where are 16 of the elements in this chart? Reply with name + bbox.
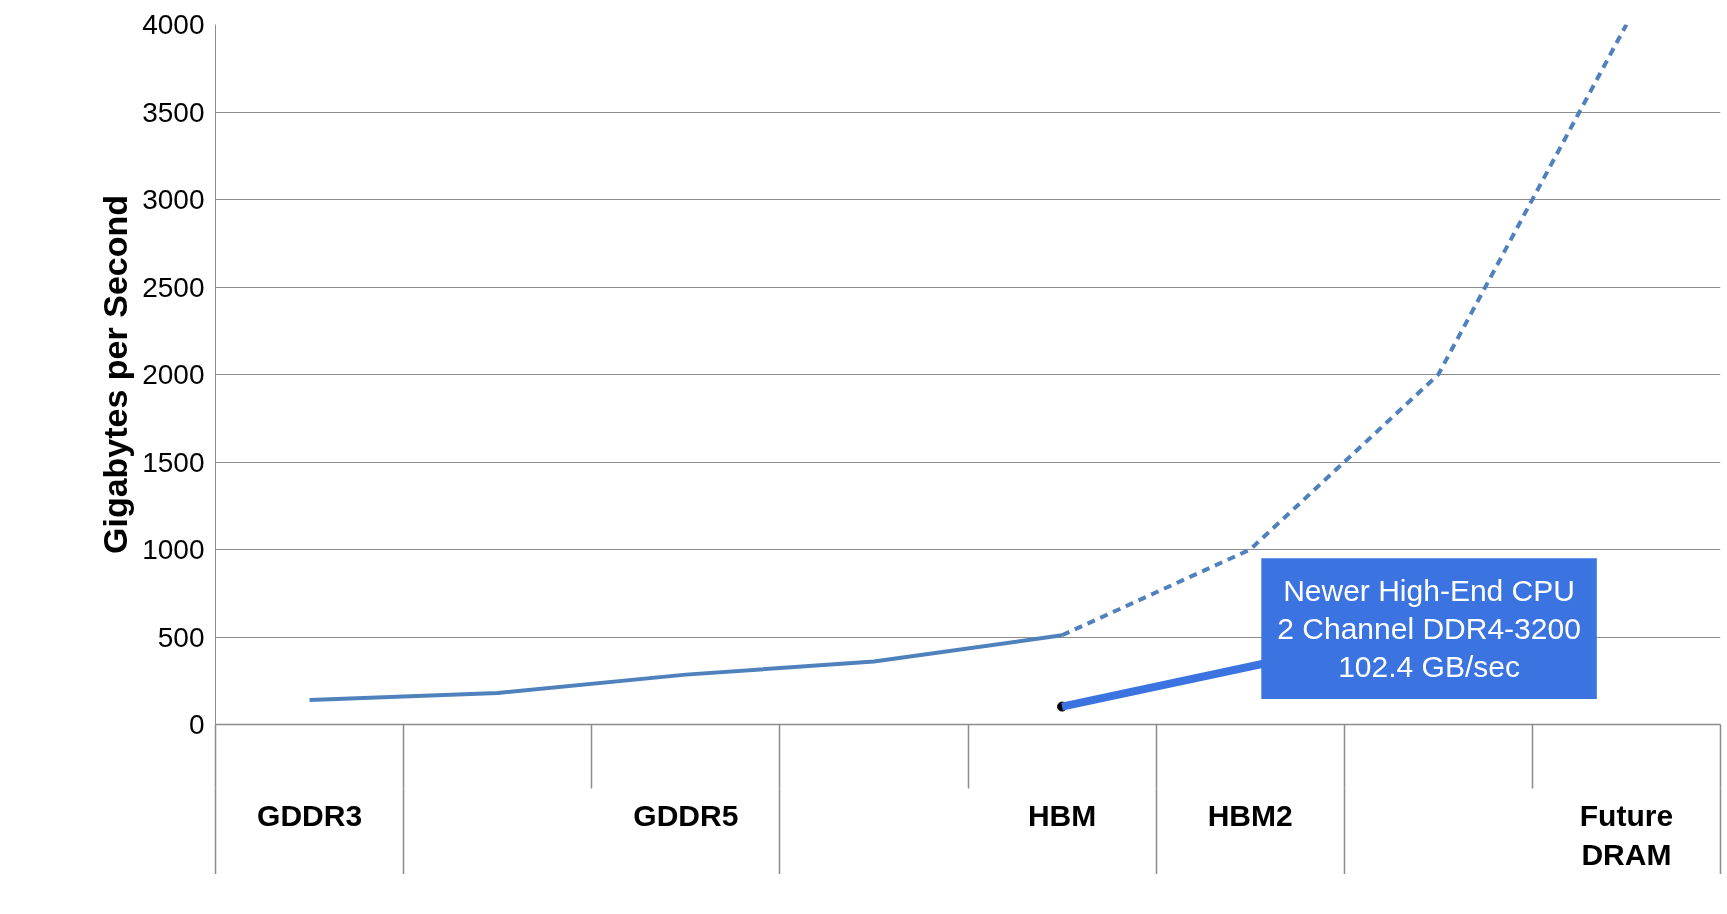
x-tick-label: GDDR3 bbox=[257, 798, 363, 832]
y-tick-label: 1000 bbox=[142, 534, 205, 565]
y-axis-title: Gigabytes per Second bbox=[96, 195, 135, 554]
y-tick-label: 0 bbox=[188, 709, 205, 740]
x-tick-label: Future DRAM bbox=[1579, 798, 1674, 872]
y-tick-label: 3500 bbox=[142, 96, 205, 128]
y-tick-label: 3000 bbox=[142, 184, 205, 215]
y-tick-label: 4000 bbox=[142, 9, 205, 40]
y-tick-label: 500 bbox=[157, 621, 205, 653]
y-tick-label: 2000 bbox=[142, 359, 205, 390]
annotation: Newer High-End CPU 2 Channel DDR4-3200 102.4 GB/sec bbox=[1277, 574, 1581, 684]
x-tick-label: GDDR5 bbox=[633, 798, 739, 832]
y-tick-label: 2500 bbox=[142, 271, 205, 303]
x-tick-label: HBM bbox=[1027, 798, 1097, 832]
x-tick-label: HBM2 bbox=[1207, 798, 1293, 832]
y-tick-label: 1500 bbox=[142, 446, 205, 478]
